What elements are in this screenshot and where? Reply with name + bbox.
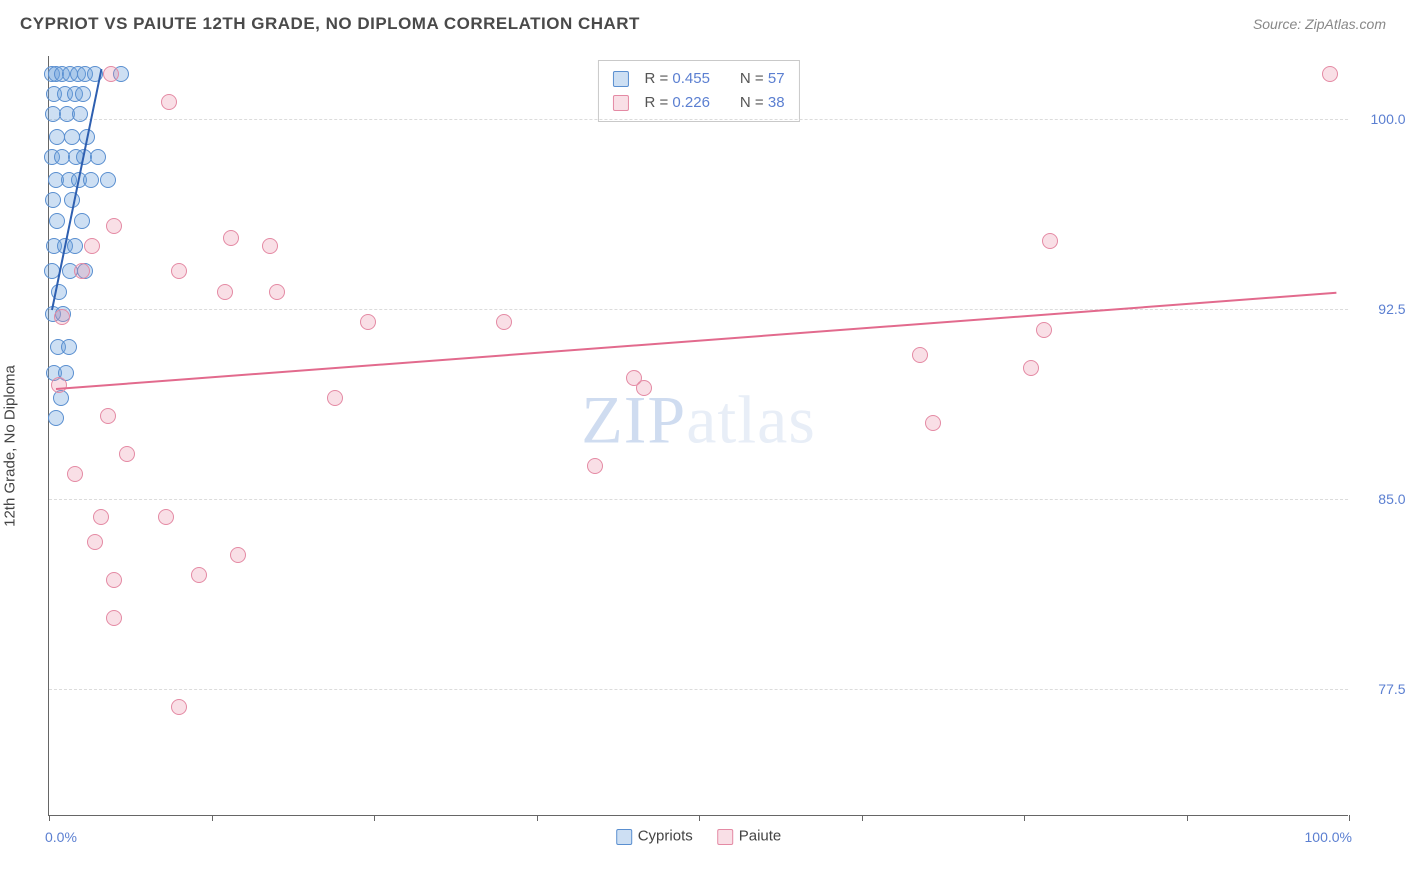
data-point: [51, 377, 67, 393]
legend-swatch: [612, 71, 628, 87]
series-legend: Cypriots Paiute: [616, 827, 782, 845]
y-tick-label: 77.5%: [1358, 681, 1406, 697]
data-point: [49, 213, 65, 229]
data-point: [93, 509, 109, 525]
data-point: [925, 415, 941, 431]
stats-row: R = 0.455 N = 57: [612, 67, 784, 91]
data-point: [217, 284, 233, 300]
data-point: [72, 106, 88, 122]
y-tick-label: 85.0%: [1358, 491, 1406, 507]
data-point: [61, 339, 77, 355]
data-point: [45, 192, 61, 208]
data-point: [103, 66, 119, 82]
data-point: [191, 567, 207, 583]
trend-line: [55, 292, 1336, 390]
x-tick: [1024, 815, 1025, 821]
legend-swatch: [717, 829, 733, 845]
data-point: [230, 547, 246, 563]
stats-n-label: N = 38: [740, 91, 785, 115]
x-tick: [374, 815, 375, 821]
data-point: [106, 572, 122, 588]
data-point: [90, 149, 106, 165]
chart-header: CYPRIOT VS PAIUTE 12TH GRADE, NO DIPLOMA…: [0, 0, 1406, 46]
chart-title: CYPRIOT VS PAIUTE 12TH GRADE, NO DIPLOMA…: [20, 14, 640, 34]
data-point: [74, 213, 90, 229]
data-point: [67, 238, 83, 254]
gridline: [49, 689, 1348, 690]
data-point: [223, 230, 239, 246]
data-point: [119, 446, 135, 462]
x-tick: [1187, 815, 1188, 821]
data-point: [327, 390, 343, 406]
data-point: [1036, 322, 1052, 338]
chart-source: Source: ZipAtlas.com: [1253, 16, 1386, 32]
x-tick: [699, 815, 700, 821]
x-tick: [537, 815, 538, 821]
data-point: [48, 410, 64, 426]
data-point: [912, 347, 928, 363]
data-point: [84, 238, 100, 254]
x-tick: [212, 815, 213, 821]
stats-row: R = 0.226 N = 38: [612, 91, 784, 115]
stats-r-label: R = 0.226: [644, 91, 709, 115]
data-point: [269, 284, 285, 300]
legend-swatch: [616, 829, 632, 845]
data-point: [587, 458, 603, 474]
data-point: [54, 309, 70, 325]
data-point: [161, 94, 177, 110]
data-point: [87, 534, 103, 550]
x-tick-label: 100.0%: [1305, 829, 1352, 845]
data-point: [1023, 360, 1039, 376]
data-point: [100, 408, 116, 424]
x-tick: [862, 815, 863, 821]
stats-r-label: R = 0.455: [644, 67, 709, 91]
gridline: [49, 119, 1348, 120]
data-point: [49, 129, 65, 145]
legend-label: Cypriots: [638, 828, 693, 845]
data-point: [106, 218, 122, 234]
y-tick-label: 92.5%: [1358, 301, 1406, 317]
x-tick: [49, 815, 50, 821]
stats-n-label: N = 57: [740, 67, 785, 91]
data-point: [100, 172, 116, 188]
x-tick-label: 0.0%: [45, 829, 77, 845]
scatter-chart: ZIPatlas R = 0.455N = 57R = 0.226N = 38 …: [48, 56, 1348, 816]
data-point: [496, 314, 512, 330]
gridline: [49, 499, 1348, 500]
data-point: [83, 172, 99, 188]
data-point: [171, 263, 187, 279]
legend-swatch: [612, 95, 628, 111]
gridline: [49, 309, 1348, 310]
data-point: [1322, 66, 1338, 82]
data-point: [106, 610, 122, 626]
data-point: [636, 380, 652, 396]
data-point: [171, 699, 187, 715]
stats-legend: R = 0.455 N = 57 R = 0.226 N = 38: [597, 60, 799, 122]
data-point: [67, 466, 83, 482]
x-tick: [1349, 815, 1350, 821]
data-point: [74, 263, 90, 279]
data-point: [360, 314, 376, 330]
data-point: [75, 86, 91, 102]
data-point: [1042, 233, 1058, 249]
data-point: [262, 238, 278, 254]
legend-label: Paiute: [739, 828, 782, 845]
y-tick-label: 100.0%: [1358, 111, 1406, 127]
data-point: [158, 509, 174, 525]
watermark: ZIPatlas: [581, 381, 816, 460]
y-axis-label: 12th Grade, No Diploma: [2, 365, 19, 527]
